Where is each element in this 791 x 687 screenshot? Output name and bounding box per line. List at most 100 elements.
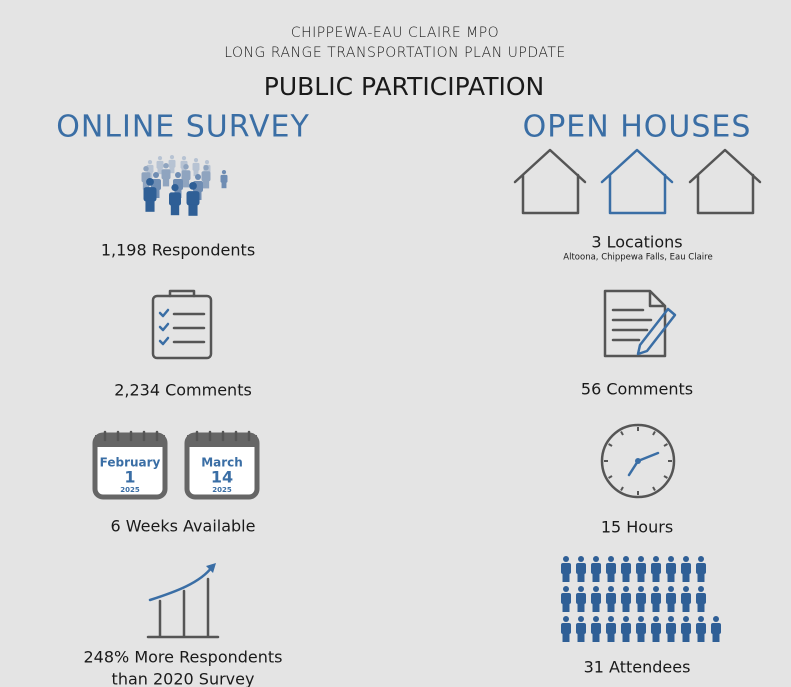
person: [186, 182, 200, 216]
person: [606, 556, 616, 582]
legs: [712, 633, 720, 642]
calendar-month: March: [201, 456, 243, 470]
head: [195, 174, 201, 180]
head: [623, 616, 629, 622]
stat-label: 248% More Respondents: [84, 648, 283, 667]
person: [561, 616, 571, 642]
body: [651, 563, 661, 574]
head: [653, 616, 659, 622]
legs: [157, 167, 163, 175]
body: [561, 623, 571, 634]
body: [696, 593, 706, 604]
body: [146, 164, 154, 173]
head: [668, 586, 674, 592]
stat-label: 1,198 Respondents: [101, 241, 255, 260]
stat-label: 15 Hours: [601, 518, 673, 537]
clock-tick: [652, 431, 656, 436]
body: [181, 170, 191, 181]
stat-sublabel: Altoona, Chippewa Falls, Eau Claire: [563, 253, 712, 263]
body: [636, 563, 646, 574]
legs: [652, 573, 660, 582]
person: [576, 586, 586, 612]
clock-tick: [652, 486, 656, 491]
head: [143, 166, 149, 172]
head: [181, 156, 187, 161]
body: [681, 593, 691, 604]
head: [147, 160, 153, 165]
clock-icon: [600, 423, 676, 499]
person: [192, 158, 200, 177]
legs: [577, 573, 585, 582]
body: [169, 192, 181, 206]
head: [668, 556, 674, 562]
person: [220, 170, 228, 189]
legs: [622, 573, 630, 582]
attendee-icons: [561, 556, 721, 642]
body: [591, 623, 601, 634]
legs: [682, 573, 690, 582]
person: [201, 165, 211, 189]
head: [578, 616, 584, 622]
body: [696, 623, 706, 634]
head: [698, 586, 704, 592]
house-icons: [513, 148, 762, 215]
person: [681, 586, 691, 612]
person: [681, 556, 691, 582]
calendar-year: 2025: [120, 486, 140, 494]
clock-tick: [663, 443, 668, 447]
clock-tick: [620, 431, 624, 436]
legs: [592, 573, 600, 582]
body: [591, 593, 601, 604]
legs: [577, 603, 585, 612]
clock-tick: [663, 475, 668, 479]
person: [666, 556, 676, 582]
body: [186, 191, 200, 206]
body: [156, 160, 164, 169]
body: [576, 623, 586, 634]
legs: [607, 573, 615, 582]
body: [192, 162, 200, 171]
legs: [607, 633, 615, 642]
person: [696, 616, 706, 642]
head: [698, 556, 704, 562]
head: [653, 556, 659, 562]
head: [578, 556, 584, 562]
body: [666, 623, 676, 634]
person: [666, 586, 676, 612]
title: PUBLIC PARTICIPATION: [264, 72, 545, 101]
person: [666, 616, 676, 642]
head: [171, 184, 179, 192]
head: [193, 158, 199, 163]
head: [608, 586, 614, 592]
section-heading: ONLINE SURVEY: [56, 110, 310, 145]
stat-label: 3 Locations: [591, 233, 682, 252]
legs: [667, 633, 675, 642]
body: [681, 563, 691, 574]
body: [561, 563, 571, 574]
body: [220, 174, 228, 183]
body: [561, 593, 571, 604]
legs: [697, 633, 705, 642]
person: [143, 178, 157, 212]
person: [651, 616, 661, 642]
head: [638, 556, 644, 562]
head: [623, 586, 629, 592]
clock-tick: [608, 443, 613, 447]
body: [201, 171, 211, 182]
body: [606, 623, 616, 634]
calendar-icon: February 1 2025 March 14 2025: [92, 430, 260, 500]
body: [696, 563, 706, 574]
body: [621, 593, 631, 604]
body: [666, 593, 676, 604]
legs: [607, 603, 615, 612]
body: [666, 563, 676, 574]
person: [606, 616, 616, 642]
person: [696, 556, 706, 582]
document-icon: [603, 289, 677, 358]
person: [651, 556, 661, 582]
head: [623, 556, 629, 562]
legs: [182, 179, 190, 188]
org: CHIPPEWA-EAU CLAIRE MPO: [291, 25, 499, 41]
person: [636, 586, 646, 612]
legs: [162, 178, 170, 187]
